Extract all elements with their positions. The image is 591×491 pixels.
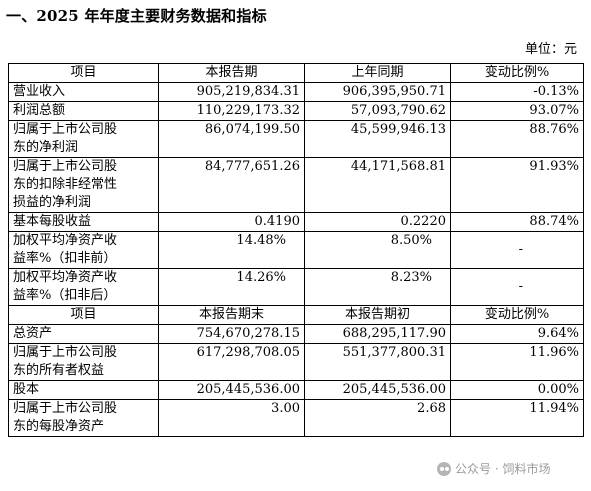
- row-label: 营业收入: [8, 82, 159, 102]
- cell-change: -: [450, 268, 584, 306]
- table-row: 股本 205,445,536.00 205,445,536.00 0.00%: [8, 380, 584, 400]
- cell-previous: 57,093,790.62: [304, 101, 451, 121]
- cell-current: 14.48%: [158, 231, 305, 269]
- cell-current: 86,074,199.50: [158, 120, 305, 158]
- table-row: 加权平均净资产收 益率%（扣非前） 14.48% 8.50% -: [8, 231, 584, 269]
- table-header-row: 项目 本报告期 上年同期 变动比例%: [8, 63, 584, 83]
- cell-previous: 0.2220: [304, 212, 451, 232]
- row-label: 加权平均净资产收 益率%（扣非后）: [8, 268, 159, 306]
- cell-current: 617,298,708.05: [158, 343, 305, 381]
- table-row: 营业收入 905,219,834.31 906,395,950.71 -0.13…: [8, 82, 584, 102]
- cell-change: 88.76%: [450, 120, 584, 158]
- cell-current: 754,670,278.15: [158, 324, 305, 344]
- cell-current: 14.26%: [158, 268, 305, 306]
- header-change: 变动比例%: [450, 305, 584, 325]
- cell-previous: 44,171,568.81: [304, 157, 451, 213]
- header-change: 变动比例%: [450, 63, 584, 83]
- row-label: 股本: [8, 380, 159, 400]
- cell-previous: 8.50%: [304, 231, 451, 269]
- cell-current: 205,445,536.00: [158, 380, 305, 400]
- cell-previous: 906,395,950.71: [304, 82, 451, 102]
- row-label: 总资产: [8, 324, 159, 344]
- table-row: 归属于上市公司股 东的每股净资产 3.00 2.68 11.94%: [8, 399, 584, 437]
- table-row: 归属于上市公司股 东的所有者权益 617,298,708.05 551,377,…: [8, 343, 584, 381]
- table-row: 归属于上市公司股 东的扣除非经常性 损益的净利润 84,777,651.26 4…: [8, 157, 584, 213]
- cell-change: 0.00%: [450, 380, 584, 400]
- watermark-text: 公众号 · 饲料市场: [455, 462, 551, 476]
- cell-change: -: [450, 231, 584, 269]
- header-item: 项目: [8, 305, 159, 325]
- row-label: 利润总额: [8, 101, 159, 121]
- table-row: 基本每股收益 0.4190 0.2220 88.74%: [8, 212, 584, 232]
- cell-change: 93.07%: [450, 101, 584, 121]
- table-row: 总资产 754,670,278.15 688,295,117.90 9.64%: [8, 324, 584, 344]
- cell-current: 110,229,173.32: [158, 101, 305, 121]
- cell-change: 88.74%: [450, 212, 584, 232]
- header-period-start: 本报告期初: [304, 305, 451, 325]
- cell-current: 3.00: [158, 399, 305, 437]
- cell-previous: 688,295,117.90: [304, 324, 451, 344]
- cell-change: 9.64%: [450, 324, 584, 344]
- cell-previous: 45,599,946.13: [304, 120, 451, 158]
- cell-previous: 2.68: [304, 399, 451, 437]
- row-label: 归属于上市公司股 东的所有者权益: [8, 343, 159, 381]
- row-label: 归属于上市公司股 东的净利润: [8, 120, 159, 158]
- header-item: 项目: [8, 63, 159, 83]
- table-row: 利润总额 110,229,173.32 57,093,790.62 93.07%: [8, 101, 584, 121]
- financial-table: 项目 本报告期 上年同期 变动比例% 营业收入 905,219,834.31 9…: [8, 63, 584, 437]
- cell-change: -0.13%: [450, 82, 584, 102]
- cell-previous: 551,377,800.31: [304, 343, 451, 381]
- table-row: 归属于上市公司股 东的净利润 86,074,199.50 45,599,946.…: [8, 120, 584, 158]
- header-current: 本报告期: [158, 63, 305, 83]
- unit-label: 单位：元: [524, 42, 577, 57]
- row-label: 归属于上市公司股 东的扣除非经常性 损益的净利润: [8, 157, 159, 213]
- cell-change: 11.94%: [450, 399, 584, 437]
- cell-current: 0.4190: [158, 212, 305, 232]
- watermark: 公众号 · 饲料市场: [437, 460, 550, 477]
- section-title: 一、2025 年年度主要财务数据和指标: [6, 7, 267, 25]
- row-label: 基本每股收益: [8, 212, 159, 232]
- cell-change: 91.93%: [450, 157, 584, 213]
- table-header-row: 项目 本报告期末 本报告期初 变动比例%: [8, 305, 584, 325]
- row-label: 加权平均净资产收 益率%（扣非前）: [8, 231, 159, 269]
- wechat-icon: [437, 461, 451, 476]
- row-label: 归属于上市公司股 东的每股净资产: [8, 399, 159, 437]
- header-period-end: 本报告期末: [158, 305, 305, 325]
- cell-previous: 8.23%: [304, 268, 451, 306]
- cell-previous: 205,445,536.00: [304, 380, 451, 400]
- cell-change: 11.96%: [450, 343, 584, 381]
- table-row: 加权平均净资产收 益率%（扣非后） 14.26% 8.23% -: [8, 268, 584, 306]
- header-previous: 上年同期: [304, 63, 451, 83]
- cell-current: 905,219,834.31: [158, 82, 305, 102]
- cell-current: 84,777,651.26: [158, 157, 305, 213]
